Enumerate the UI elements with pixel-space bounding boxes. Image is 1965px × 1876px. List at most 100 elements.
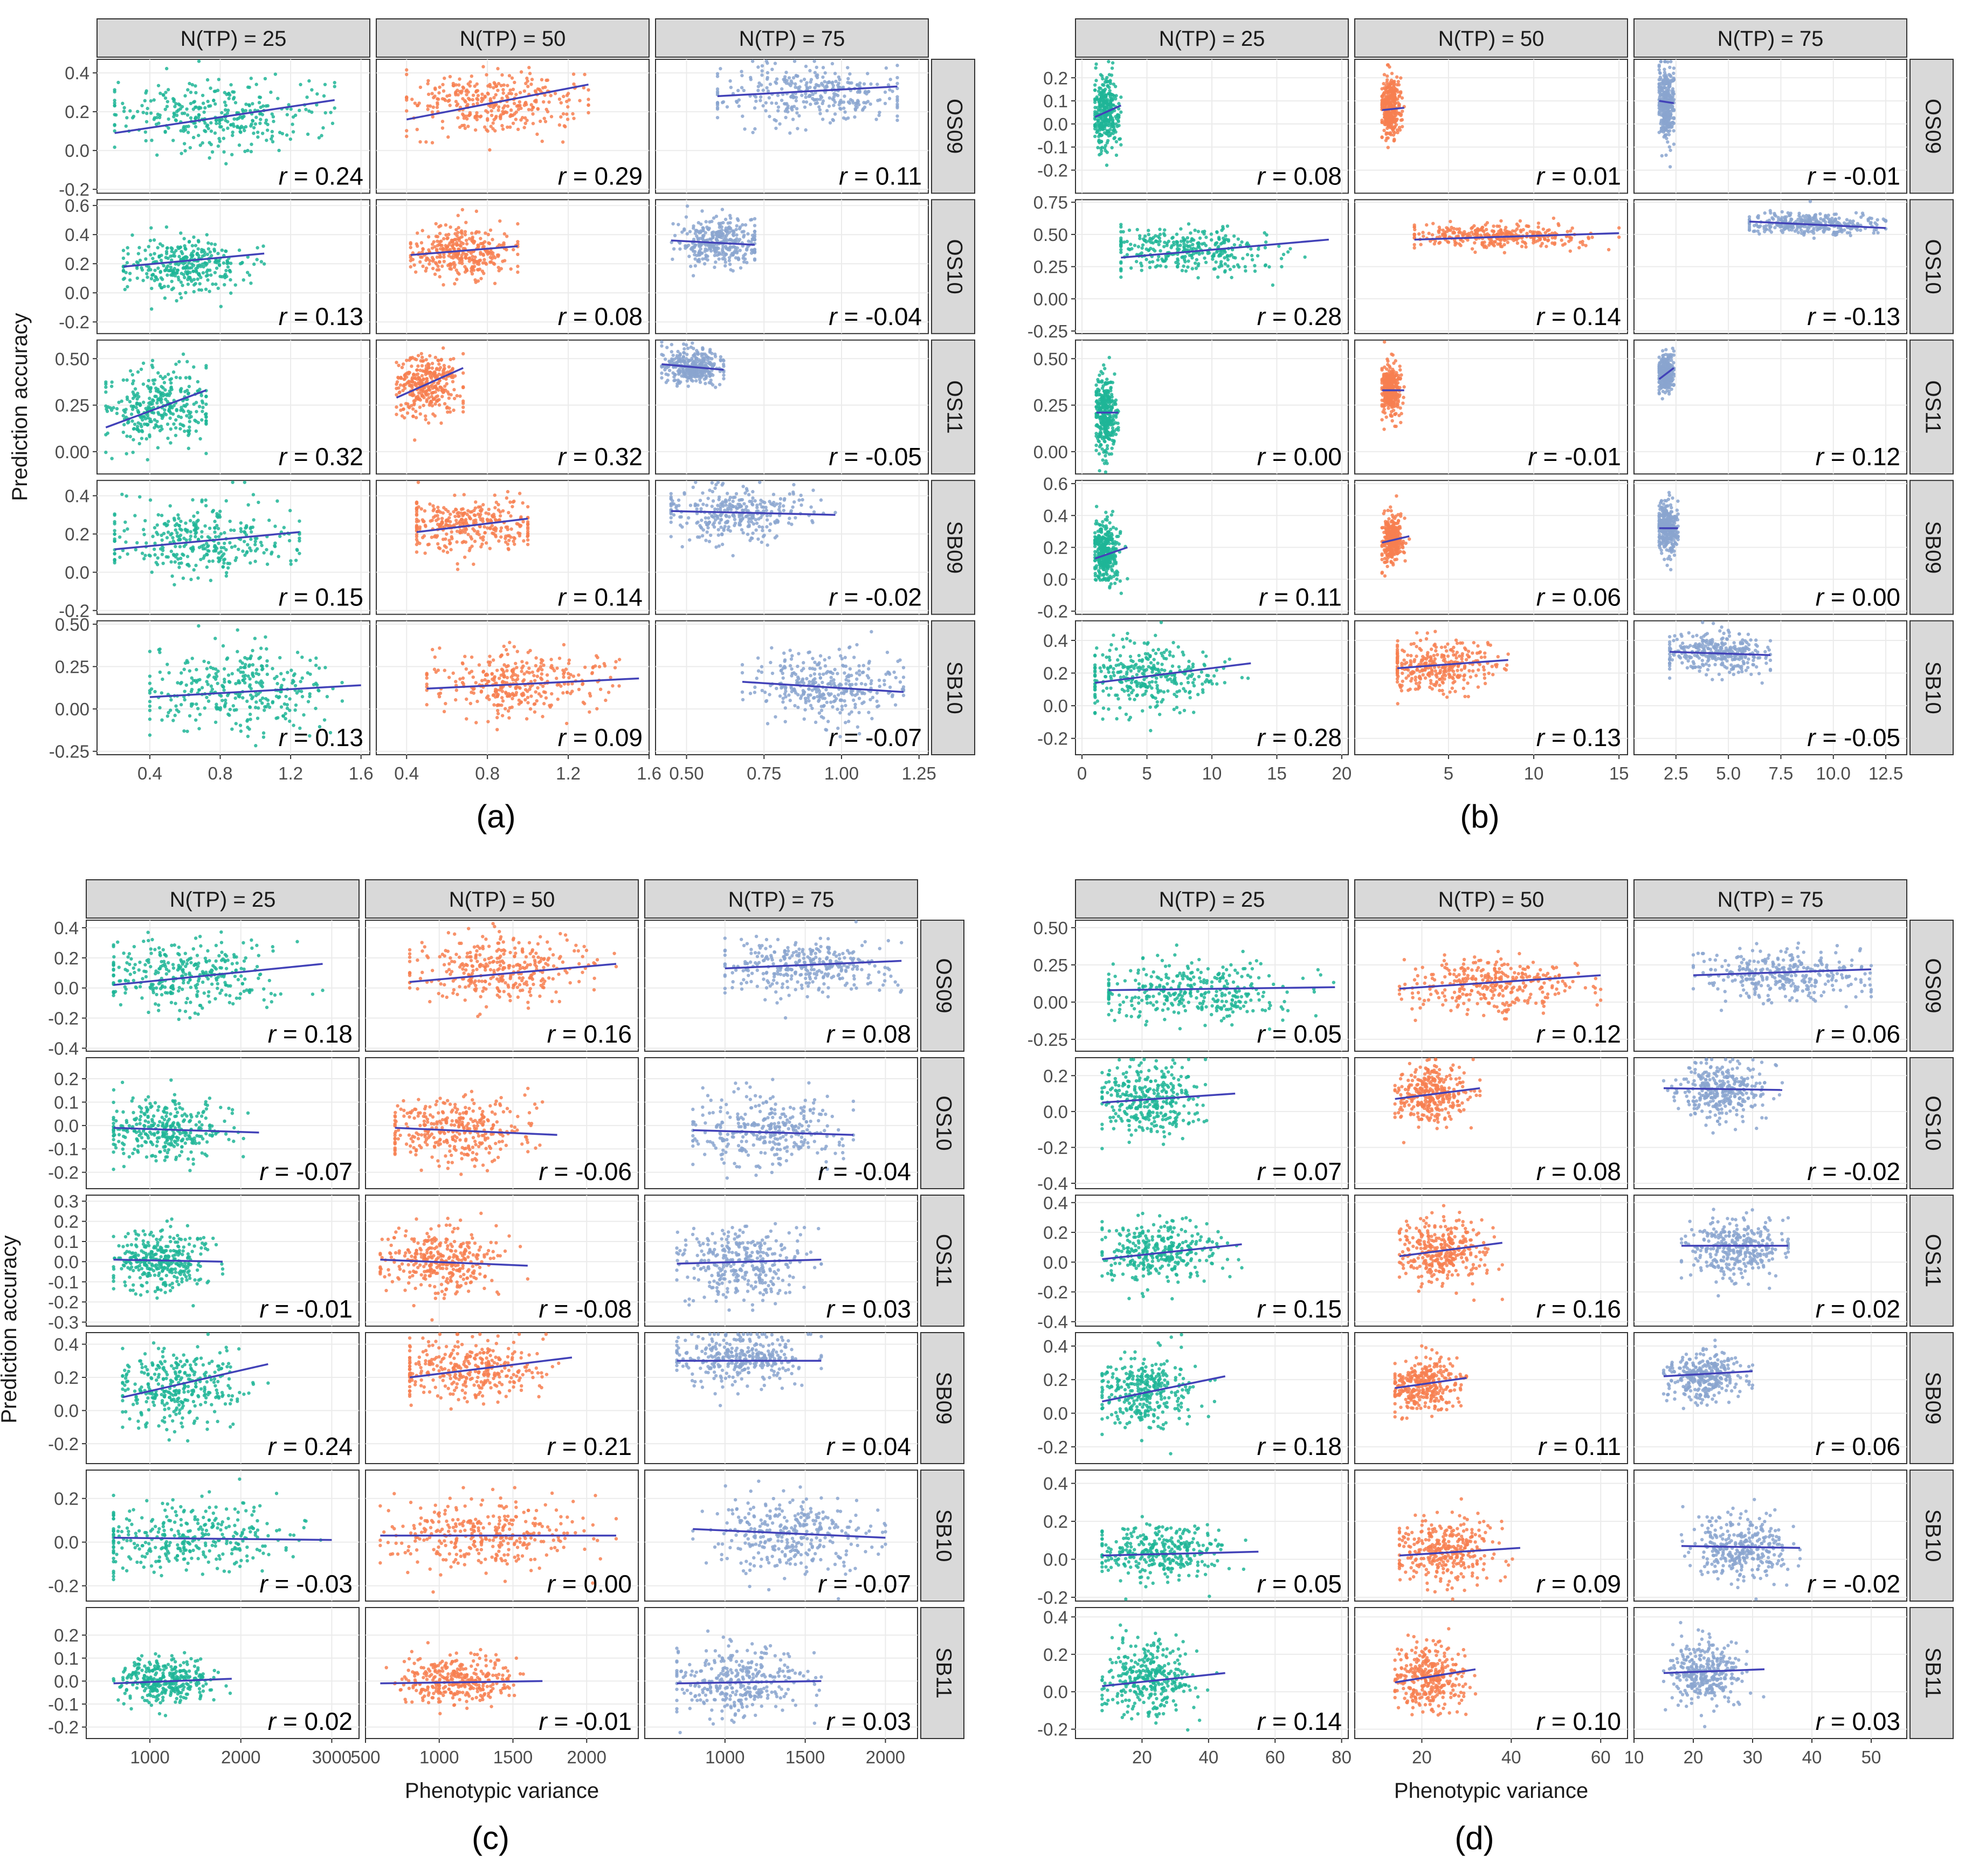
- data-point: [787, 76, 791, 80]
- data-point: [843, 94, 846, 98]
- data-point: [177, 254, 181, 259]
- data-point: [205, 123, 210, 127]
- data-point: [423, 523, 428, 527]
- data-point: [860, 108, 865, 112]
- data-point: [165, 246, 169, 250]
- data-point: [523, 688, 528, 692]
- data-point: [520, 670, 523, 673]
- data-point: [750, 516, 755, 520]
- data-point: [783, 102, 788, 106]
- data-point: [776, 93, 780, 98]
- data-point: [207, 104, 211, 108]
- data-point: [514, 118, 518, 121]
- data-point: [259, 664, 264, 668]
- data-point: [482, 258, 486, 261]
- data-point: [709, 533, 713, 537]
- data-point: [146, 413, 149, 417]
- data-point: [125, 261, 129, 265]
- data-point: [298, 108, 301, 113]
- data-point: [700, 534, 705, 538]
- data-point: [178, 538, 182, 542]
- data-point: [322, 94, 326, 98]
- subfigure-a: N(TP) = 25 N(TP) = 50 N(TP) = 75OS09-0.20.…: [8, 18, 975, 834]
- data-point: [113, 520, 116, 524]
- data-point: [440, 395, 444, 398]
- data-point: [214, 282, 218, 286]
- data-point: [196, 511, 199, 515]
- data-point: [158, 670, 162, 674]
- data-point: [203, 547, 207, 551]
- data-point: [169, 427, 173, 431]
- data-point: [204, 504, 208, 508]
- data-point: [701, 226, 705, 230]
- data-point: [808, 68, 812, 73]
- data-point: [420, 374, 424, 378]
- data-point: [474, 209, 479, 213]
- data-point: [130, 419, 134, 423]
- data-point: [150, 286, 154, 291]
- data-point: [259, 260, 264, 264]
- data-point: [698, 523, 702, 528]
- data-point: [522, 672, 526, 676]
- data-point: [510, 76, 514, 80]
- data-point: [133, 387, 137, 391]
- data-point: [132, 427, 136, 431]
- data-point: [302, 713, 306, 717]
- data-point: [144, 89, 148, 93]
- data-point: [249, 150, 253, 154]
- data-point: [260, 543, 264, 547]
- column-strip-label: N(TP) = 50: [460, 27, 566, 51]
- data-point: [166, 256, 170, 260]
- data-point: [732, 495, 735, 500]
- data-point: [153, 426, 156, 430]
- data-point: [135, 109, 140, 114]
- data-point: [452, 388, 456, 392]
- data-point: [825, 109, 829, 113]
- data-point: [209, 129, 213, 133]
- data-point: [862, 101, 866, 105]
- data-point: [700, 518, 704, 522]
- data-point: [151, 534, 155, 539]
- data-point: [775, 502, 779, 506]
- data-point: [736, 258, 741, 261]
- data-point: [796, 127, 799, 130]
- data-point: [183, 266, 188, 270]
- data-point: [822, 672, 825, 676]
- data-point: [113, 145, 116, 149]
- data-point: [202, 265, 205, 269]
- data-point: [740, 73, 744, 78]
- data-point: [684, 215, 688, 219]
- data-point: [169, 265, 173, 270]
- data-point: [214, 118, 218, 122]
- data-point: [171, 254, 175, 258]
- data-point: [173, 105, 177, 108]
- y-tick-label: 0.2: [65, 102, 89, 122]
- data-point: [502, 644, 506, 649]
- data-point: [742, 260, 746, 264]
- y-tick-label: 0.00: [55, 442, 89, 462]
- correlation-value: = 0.32: [287, 443, 363, 471]
- data-point: [156, 446, 160, 450]
- data-point: [484, 231, 487, 235]
- data-point: [222, 667, 226, 671]
- data-point: [298, 539, 301, 543]
- data-point: [243, 149, 247, 154]
- data-point: [430, 246, 435, 250]
- data-point: [271, 115, 275, 119]
- data-point: [755, 506, 759, 509]
- data-point: [227, 96, 231, 100]
- data-point: [527, 66, 531, 70]
- data-point: [521, 520, 525, 524]
- data-point: [539, 119, 542, 123]
- data-point: [433, 94, 437, 98]
- row-strip-label: SB09: [942, 521, 966, 574]
- data-point: [490, 523, 494, 528]
- data-point: [587, 98, 590, 101]
- data-point: [113, 99, 116, 102]
- data-point: [202, 253, 206, 257]
- data-point: [148, 498, 153, 502]
- data-point: [189, 91, 193, 94]
- data-point: [863, 91, 867, 95]
- data-point: [577, 673, 581, 677]
- data-point: [562, 675, 566, 679]
